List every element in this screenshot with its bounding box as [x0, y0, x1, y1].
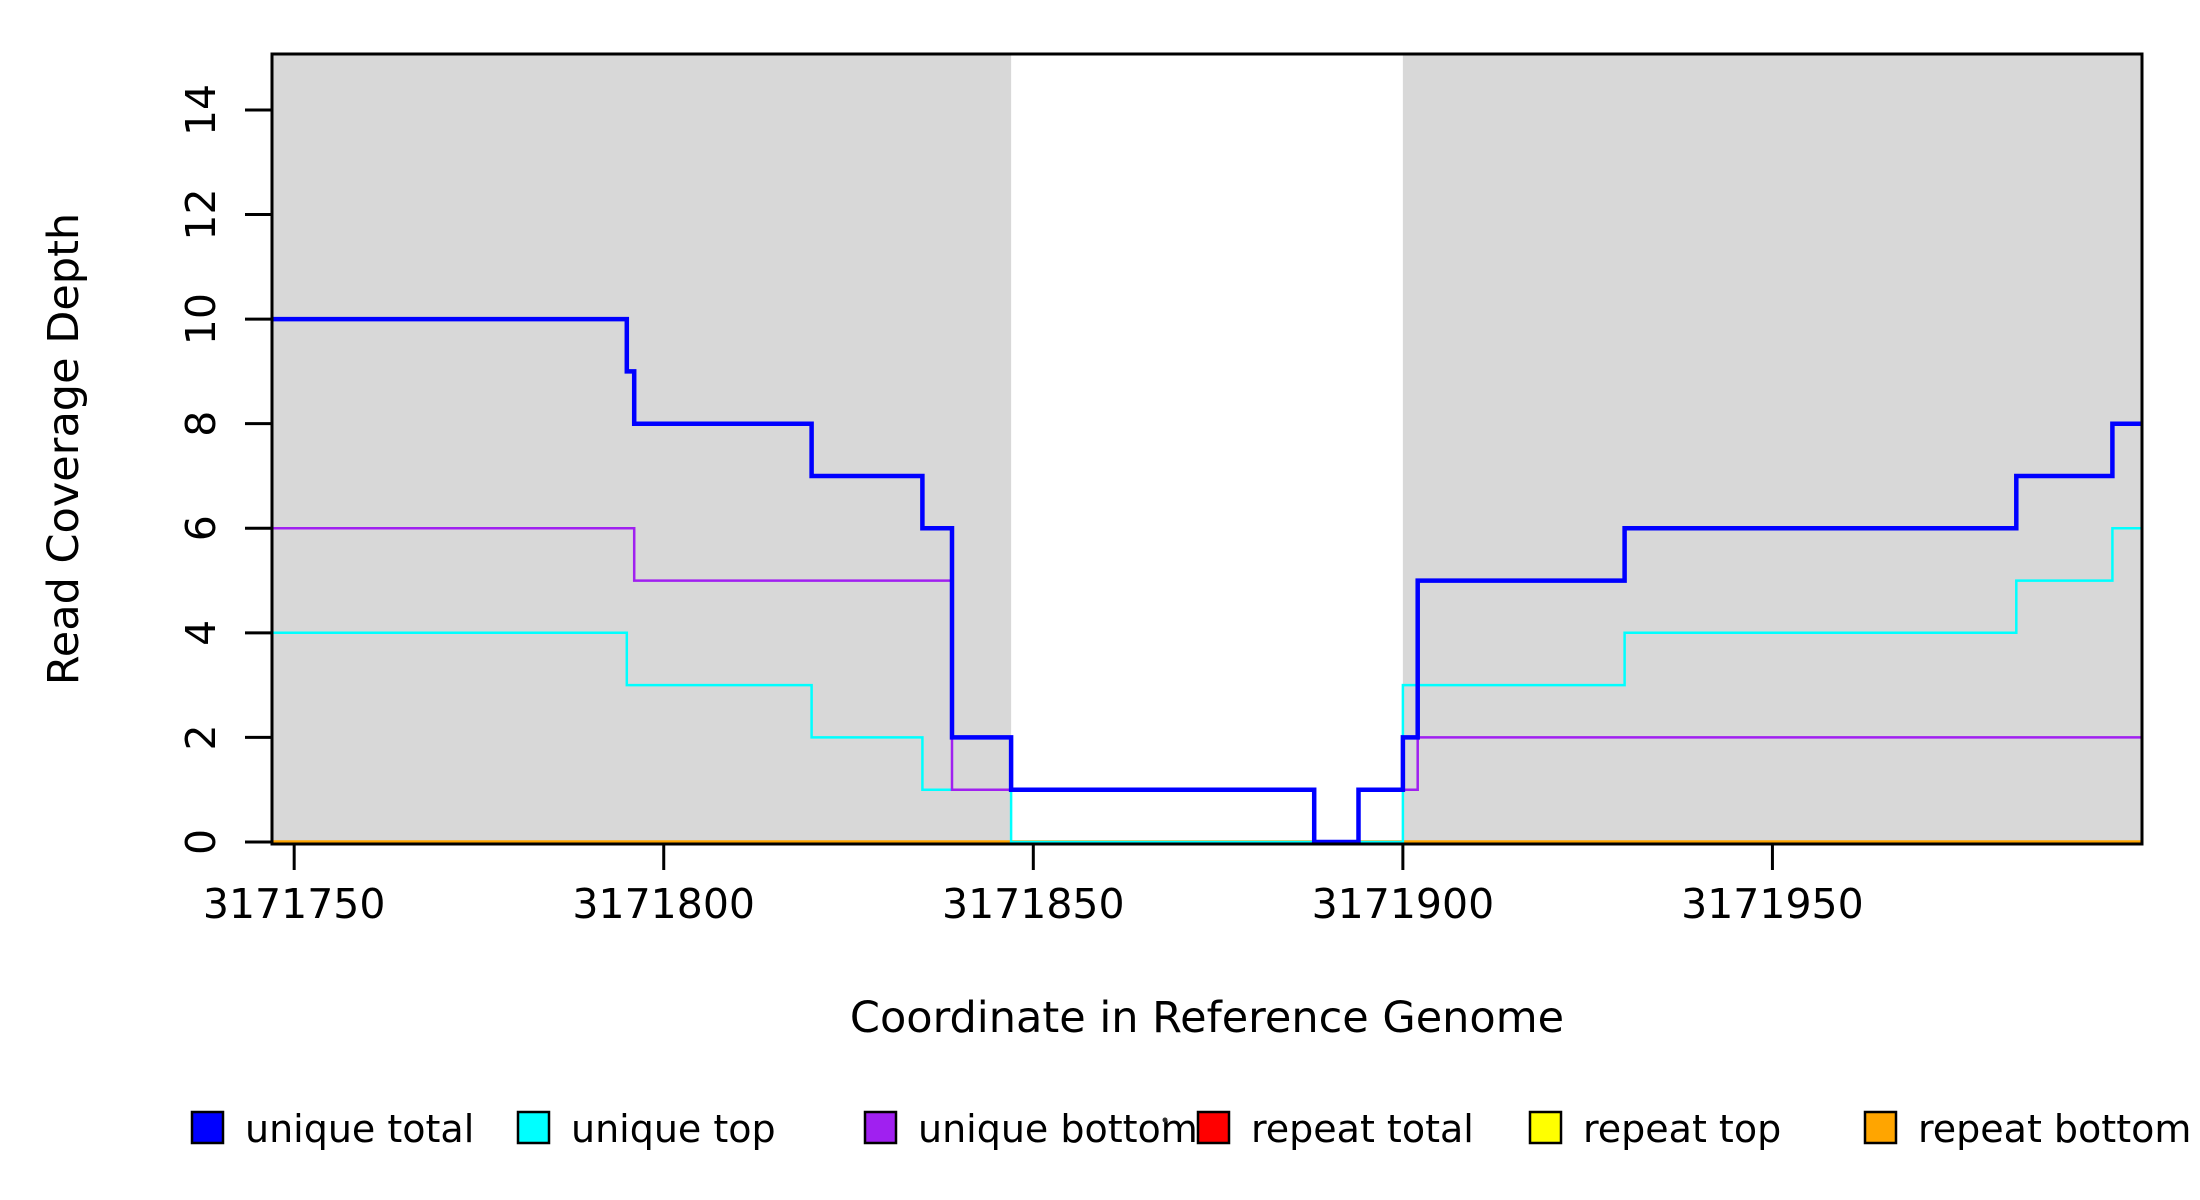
y-tick-label: 14 — [177, 84, 225, 136]
y-axis-title: Read Coverage Depth — [39, 213, 89, 685]
x-tick-label: 3171900 — [1312, 880, 1495, 928]
x-axis: 3171750 3171800 3171850 3171900 3171950 — [203, 844, 1864, 928]
legend-item-repeat-total: repeat total — [1196, 1107, 1474, 1151]
legend-label: repeat bottom — [1918, 1107, 2191, 1151]
plot-box — [270, 52, 2144, 846]
x-tick-label: 3171750 — [203, 880, 386, 928]
y-tick-label: 10 — [177, 293, 225, 345]
series-line-unique-top — [272, 527, 2142, 844]
legend-label: repeat top — [1583, 1107, 1781, 1151]
x-tick-label: 3171850 — [942, 880, 1125, 928]
legend-swatch — [1863, 1110, 1898, 1145]
legend-label: unique top — [571, 1107, 776, 1151]
left-gray-band — [272, 54, 1012, 844]
legend-swatch — [863, 1110, 898, 1145]
legend-item-unique-top: unique top — [516, 1107, 776, 1151]
y-tick-label: 6 — [177, 515, 225, 541]
legend: unique total unique top unique bottom repea… — [190, 1107, 2191, 1151]
x-axis-title: Coordinate in Reference Genome — [850, 993, 1564, 1043]
legend-label: repeat total — [1251, 1107, 1474, 1151]
legend-item-unique-bottom: unique bottom — [863, 1107, 1198, 1151]
x-tick-label: 3171950 — [1681, 880, 1864, 928]
y-axis: 0 2 4 6 8 10 12 14 — [177, 84, 272, 855]
x-tick-label: 3171800 — [572, 880, 755, 928]
legend-item-unique-total: unique total — [190, 1107, 474, 1151]
legend-swatch — [516, 1110, 551, 1145]
y-tick-label: 4 — [177, 620, 225, 646]
legend-swatch — [1196, 1110, 1231, 1145]
legend-item-repeat-top: repeat top — [1528, 1107, 1781, 1151]
legend-label: unique bottom — [918, 1107, 1198, 1151]
y-tick-label: 2 — [177, 724, 225, 750]
y-tick-label: 12 — [177, 188, 225, 240]
stray-dot-mark — [1162, 1117, 1168, 1123]
legend-label: unique total — [245, 1107, 474, 1151]
legend-swatch — [190, 1110, 225, 1145]
y-tick-label: 8 — [177, 411, 225, 437]
legend-swatch — [1528, 1110, 1563, 1145]
right-gray-band — [1402, 54, 2142, 844]
shaded-bands — [272, 54, 2142, 844]
series-lines — [272, 316, 2142, 845]
y-tick-label: 0 — [177, 829, 225, 855]
legend-item-repeat-bottom: repeat bottom — [1863, 1107, 2191, 1151]
series-line-unique-total — [272, 316, 2142, 845]
